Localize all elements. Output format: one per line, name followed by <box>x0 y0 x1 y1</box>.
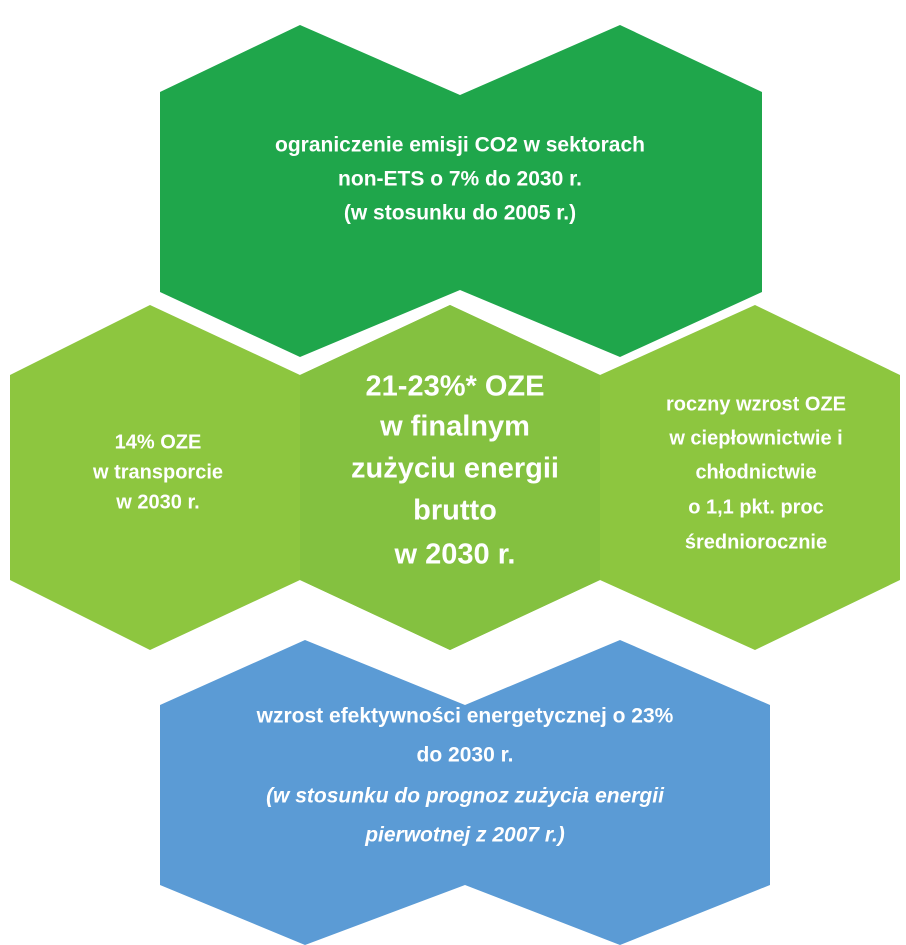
top-text: (w stosunku do 2005 r.) <box>344 202 576 225</box>
right-text: w ciepłownictwie i <box>668 427 842 449</box>
center-text: w 2030 r. <box>394 539 516 571</box>
right-text: średniorocznie <box>685 531 827 553</box>
bottom-text: (w stosunku do prognoz zużycia energii <box>266 785 665 808</box>
bottom-text: wzrost efektywności energetycznej o 23% <box>256 705 674 728</box>
center-text: zużyciu energii <box>351 453 559 485</box>
bottom-hexagon <box>160 640 770 945</box>
top-hexagon <box>160 25 762 357</box>
center-text: brutto <box>413 495 497 527</box>
left-text: w transporcie <box>92 461 223 483</box>
center-text: 21-23%* OZE <box>366 371 545 403</box>
bottom-text: do 2030 r. <box>417 744 514 767</box>
top-text: non-ETS o 7% do 2030 r. <box>338 168 582 191</box>
right-text: o 1,1 pkt. proc <box>688 496 824 518</box>
bottom-text: pierwotnej z 2007 r.) <box>364 824 565 847</box>
center-text: w finalnym <box>379 411 530 443</box>
top-text: ograniczenie emisji CO2 w sektorach <box>275 134 645 157</box>
center-hexagon <box>300 305 600 650</box>
left-text: w 2030 r. <box>115 491 199 513</box>
right-text: roczny wzrost OZE <box>666 393 846 415</box>
left-text: 14% OZE <box>115 431 202 453</box>
right-text: chłodnictwie <box>695 461 816 483</box>
